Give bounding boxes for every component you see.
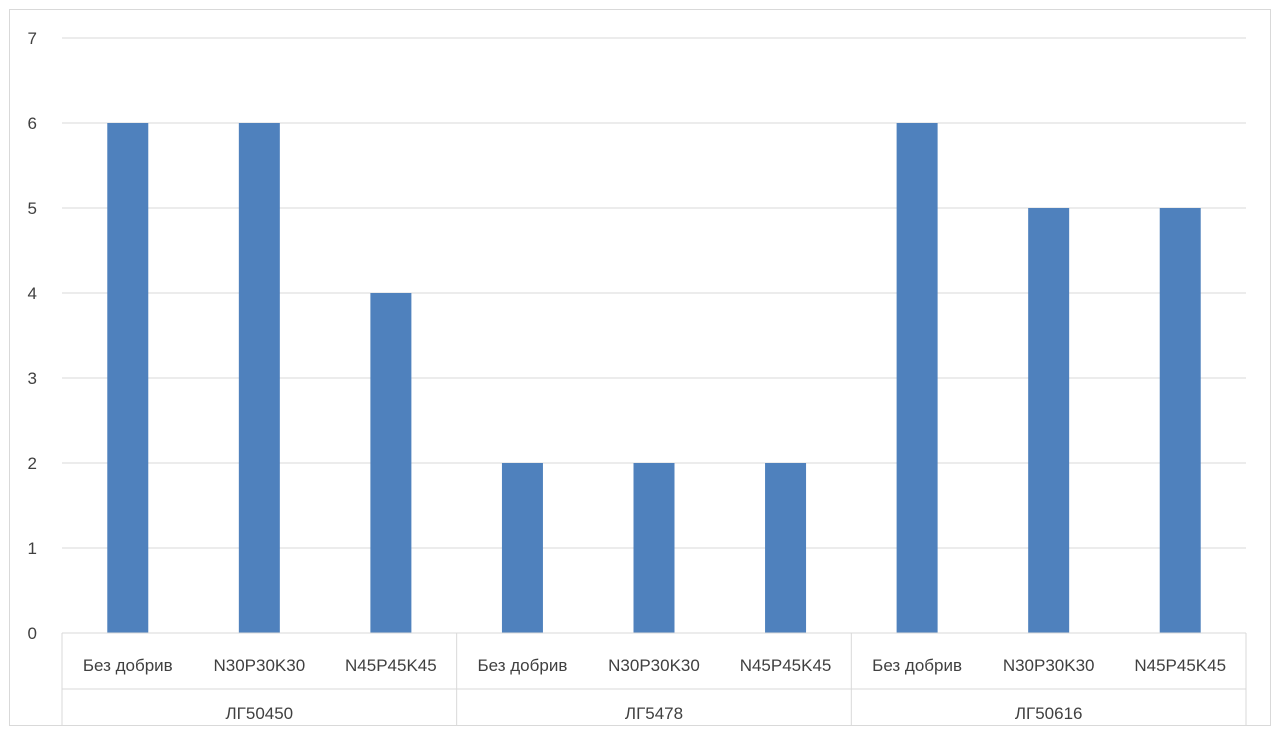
x-tick-label: N30P30K30 bbox=[213, 656, 305, 675]
bar bbox=[1028, 208, 1070, 633]
group-label: ЛГ50616 bbox=[1015, 704, 1083, 723]
x-tick-label: N45P45K45 bbox=[740, 656, 832, 675]
y-tick-label: 0 bbox=[28, 624, 37, 643]
bar bbox=[765, 463, 807, 633]
x-tick-label: N45P45K45 bbox=[345, 656, 437, 675]
x-axis: Без добрив N30P30K30 N45P45K45 ЛГ50450 Без д… bbox=[61, 632, 1247, 725]
bar bbox=[1159, 208, 1201, 633]
bar bbox=[633, 463, 675, 633]
x-tick-label: Без добрив bbox=[872, 656, 962, 675]
x-tick-label: N30P30K30 bbox=[608, 656, 700, 675]
x-tick-label: N45P45K45 bbox=[1134, 656, 1226, 675]
bar bbox=[501, 463, 543, 633]
y-axis-tick-labels: 0 1 2 3 4 5 6 7 bbox=[28, 29, 37, 643]
x-tick-label: N30P30K30 bbox=[1003, 656, 1095, 675]
y-tick-label: 4 bbox=[28, 284, 37, 303]
bars bbox=[107, 123, 1201, 633]
x-tick-label: Без добрив bbox=[83, 656, 173, 675]
group-label: ЛГ50450 bbox=[226, 704, 294, 723]
bar bbox=[238, 123, 280, 633]
group-label: ЛГ5478 bbox=[625, 704, 683, 723]
y-tick-label: 2 bbox=[28, 454, 37, 473]
x-tick-label: Без добрив bbox=[478, 656, 568, 675]
y-tick-label: 6 bbox=[28, 114, 37, 133]
bar bbox=[370, 293, 412, 633]
y-tick-label: 7 bbox=[28, 29, 37, 48]
y-tick-label: 5 bbox=[28, 199, 37, 218]
bar bbox=[896, 123, 938, 633]
y-tick-label: 1 bbox=[28, 539, 37, 558]
bar bbox=[107, 123, 149, 633]
y-tick-label: 3 bbox=[28, 369, 37, 388]
